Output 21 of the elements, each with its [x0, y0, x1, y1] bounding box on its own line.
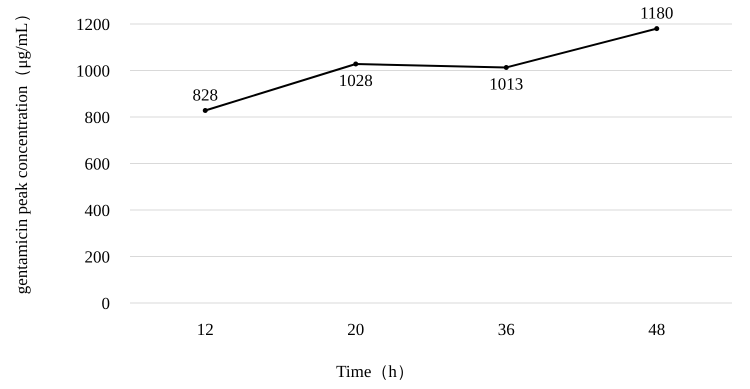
x-tick-label: 48	[648, 320, 666, 339]
x-tick-label: 20	[347, 320, 364, 339]
data-label: 828	[192, 85, 218, 104]
x-tick-label: 36	[498, 320, 515, 339]
y-tick-label: 400	[84, 201, 110, 220]
point	[202, 108, 208, 113]
point	[654, 26, 660, 32]
y-tick-label: 800	[84, 108, 110, 127]
y-tick-label: 1200	[76, 15, 110, 34]
point	[504, 64, 509, 70]
y-axis-title: gentamicin peak concentration（μg/mL）	[12, 4, 32, 296]
point	[353, 61, 358, 66]
data-label: 1013	[489, 74, 524, 94]
y-tick-label: 1000	[76, 62, 110, 80]
x-tick-label: 12	[196, 320, 214, 339]
y-tick-label: 200	[84, 248, 110, 266]
data-label: 1028	[338, 70, 373, 90]
y-tick-label: 600	[84, 154, 110, 174]
x-axis-title: Time（h）	[335, 361, 415, 383]
y-tick-label: 0	[102, 294, 110, 313]
data-label: 1180	[640, 4, 674, 23]
